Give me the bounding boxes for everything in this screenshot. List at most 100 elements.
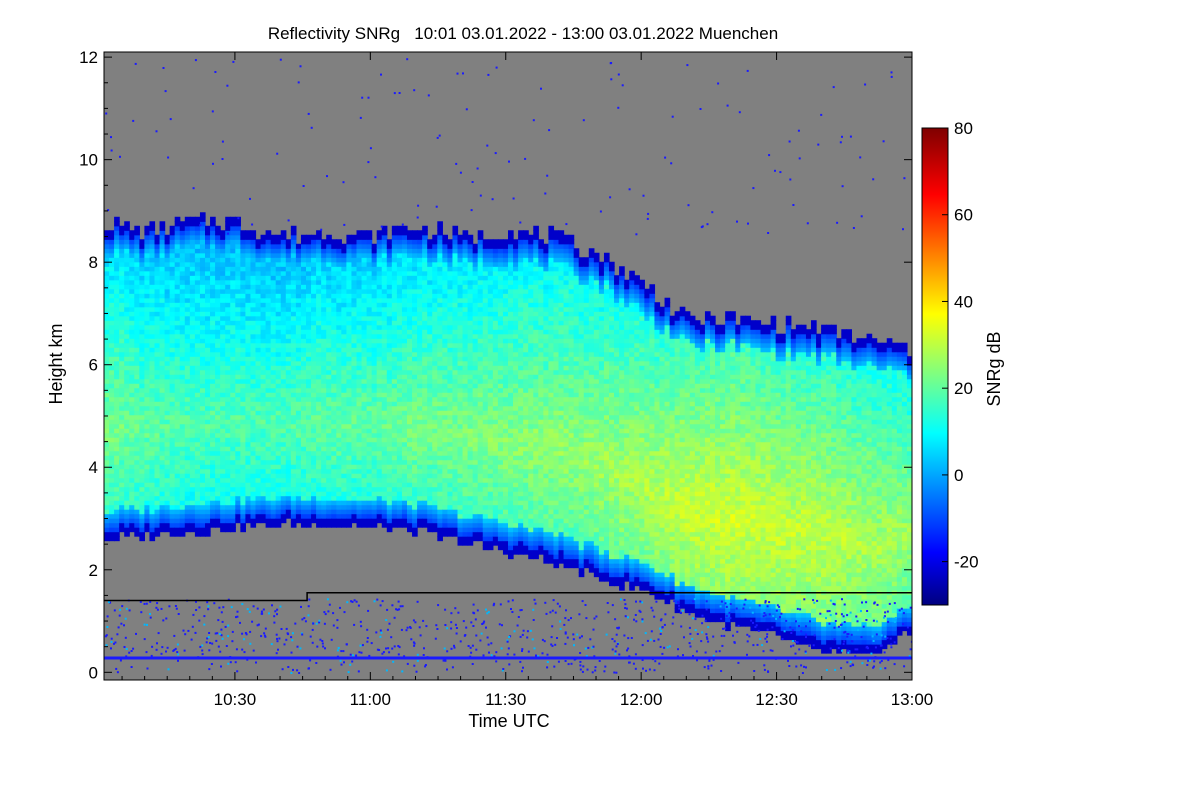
heatmap-cell	[391, 342, 398, 348]
heatmap-cell	[240, 383, 246, 389]
heatmap-cell	[265, 419, 272, 425]
heatmap-cell	[477, 536, 484, 542]
heatmap-cell	[205, 455, 211, 461]
heatmap-cell	[452, 531, 459, 537]
heatmap-cell	[447, 495, 454, 501]
heatmap-cell	[306, 252, 312, 258]
heatmap-cell	[174, 351, 181, 357]
heatmap-cell	[164, 302, 171, 308]
heatmap-cell	[407, 450, 413, 456]
heatmap-cell	[240, 387, 246, 393]
heatmap-cell	[422, 351, 428, 357]
heatmap-cell	[205, 450, 211, 456]
heatmap-cell	[205, 504, 211, 510]
heatmap-cell	[109, 288, 115, 294]
heatmap-cell	[467, 279, 474, 285]
heatmap-cell	[275, 405, 282, 411]
heatmap-cell	[331, 356, 337, 362]
heatmap-cell	[437, 437, 443, 443]
heatmap-cell	[407, 441, 413, 447]
heatmap-cell	[341, 486, 347, 492]
heatmap-cell	[154, 531, 161, 537]
heatmap-cell	[280, 306, 287, 312]
heatmap-cell	[265, 365, 272, 371]
heatmap-cell	[225, 527, 231, 533]
heatmap-cell	[401, 437, 408, 443]
heatmap-cell	[356, 360, 363, 366]
heatmap-cell	[114, 419, 120, 425]
heatmap-cell	[139, 315, 145, 321]
heatmap-cell	[139, 347, 145, 353]
heatmap-cell	[210, 459, 216, 465]
heatmap-cell	[295, 486, 302, 492]
heatmap-cell	[472, 531, 479, 537]
heatmap-cell	[422, 329, 428, 335]
heatmap-cell	[316, 446, 322, 452]
heatmap-cell	[467, 486, 474, 492]
heatmap-cell	[199, 414, 206, 420]
heatmap-cell	[280, 279, 287, 285]
heatmap-cell	[210, 221, 216, 227]
heatmap-cell	[144, 401, 151, 407]
heatmap-cell	[432, 279, 438, 285]
heatmap-cell	[189, 257, 196, 263]
heatmap-cell	[169, 297, 176, 303]
heatmap-cell	[275, 333, 282, 339]
heatmap-cell	[311, 369, 317, 375]
heatmap-cell	[290, 369, 297, 375]
heatmap-cell	[316, 320, 322, 326]
heatmap-cell	[381, 482, 388, 488]
heatmap-cell	[472, 536, 479, 542]
heatmap-cell	[199, 378, 206, 384]
heatmap-cell	[149, 531, 156, 537]
heatmap-cell	[265, 234, 272, 240]
heatmap-cell	[134, 531, 140, 537]
heatmap-cell	[457, 495, 464, 501]
heatmap-cell	[401, 351, 408, 357]
heatmap-cell	[407, 315, 413, 321]
heatmap-cell	[280, 450, 287, 456]
heatmap-cell	[210, 473, 216, 479]
heatmap-cell	[401, 432, 408, 438]
heatmap-cell	[149, 347, 156, 353]
heatmap-cell	[134, 414, 140, 420]
heatmap-cell	[311, 293, 317, 299]
heatmap-cell	[442, 279, 448, 285]
heatmap-cell	[134, 324, 140, 330]
heatmap-cell	[442, 378, 448, 384]
heatmap-cell	[351, 248, 358, 254]
heatmap-cell	[467, 419, 474, 425]
heatmap-cell	[442, 266, 448, 272]
heatmap-cell	[412, 441, 418, 447]
heatmap-cell	[240, 324, 246, 330]
heatmap-cell	[275, 468, 282, 474]
heatmap-cell	[215, 230, 221, 236]
heatmap-cell	[114, 504, 120, 510]
heatmap-cell	[326, 320, 332, 326]
heatmap-cell	[230, 257, 236, 263]
heatmap-cell	[341, 257, 347, 263]
heatmap-cell	[139, 473, 145, 479]
heatmap-cell	[154, 297, 161, 303]
heatmap-cell	[447, 266, 454, 272]
heatmap-cell	[134, 315, 140, 321]
heatmap-cell	[245, 455, 252, 461]
heatmap-cell	[422, 297, 428, 303]
heatmap-cell	[346, 473, 353, 479]
heatmap-cell	[386, 495, 393, 501]
heatmap-cell	[457, 297, 464, 303]
heatmap-cell	[412, 257, 418, 263]
heatmap-cell	[250, 383, 257, 389]
heatmap-cell	[412, 374, 418, 380]
heatmap-cell	[295, 270, 302, 276]
heatmap-cell	[447, 387, 454, 393]
heatmap-cell	[129, 275, 135, 281]
heatmap-cell	[220, 338, 226, 344]
heatmap-cell	[437, 527, 443, 533]
heatmap-cell	[341, 396, 347, 402]
heatmap-cell	[407, 297, 413, 303]
heatmap-cell	[230, 266, 236, 272]
heatmap-cell	[300, 302, 307, 308]
heatmap-cell	[326, 392, 332, 398]
heatmap-cell	[194, 392, 201, 398]
